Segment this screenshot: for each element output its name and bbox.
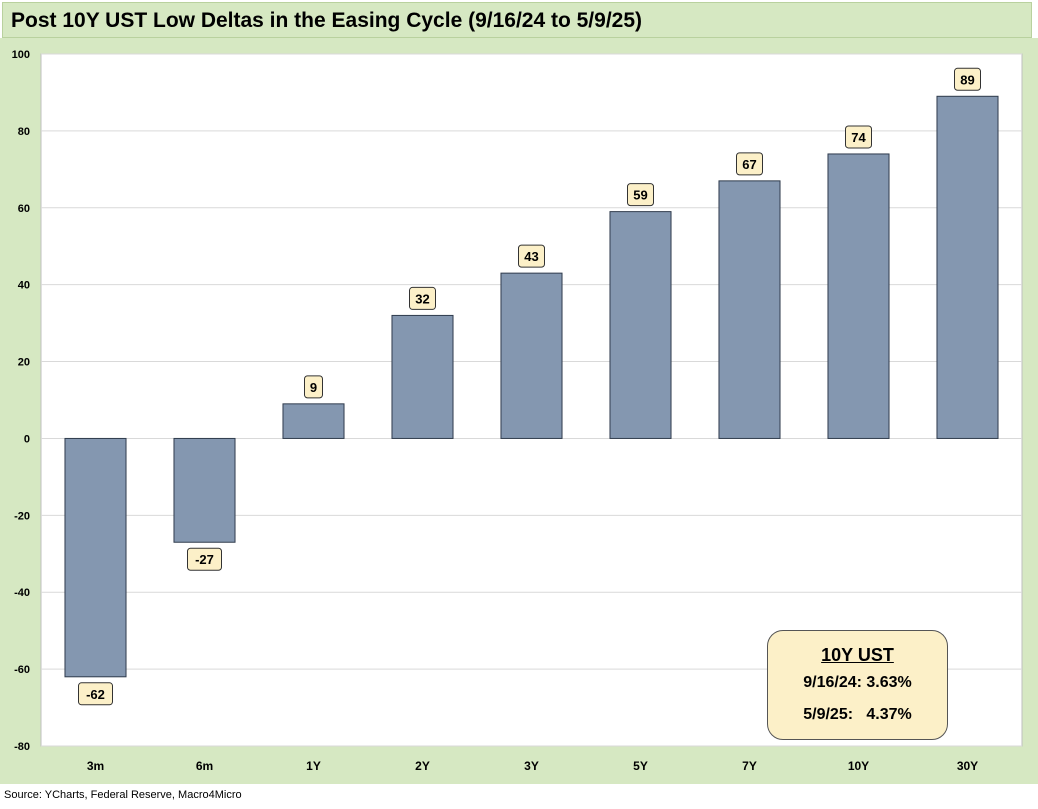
- data-label: 32: [415, 291, 429, 306]
- title-bar: Post 10Y UST Low Deltas in the Easing Cy…: [2, 2, 1032, 38]
- bar-30Y: [936, 95, 999, 439]
- info-box: 10Y UST 9/16/24: 3.63% 5/9/25: 4.37%: [767, 630, 948, 740]
- y-tick-label: -60: [14, 664, 30, 676]
- data-label: 67: [742, 157, 756, 172]
- data-label-box: [954, 67, 981, 91]
- x-tick-label: 6m: [196, 759, 213, 773]
- bar-5Y: [609, 211, 672, 439]
- x-tick-label: 5Y: [633, 759, 648, 773]
- y-tick-label: -40: [14, 587, 30, 599]
- y-tick-label: 20: [18, 357, 30, 369]
- y-tick-label: -20: [14, 510, 30, 522]
- data-label-box: [78, 682, 113, 706]
- data-label-box: [736, 152, 763, 176]
- bar-10Y: [827, 153, 890, 439]
- data-label-box: [627, 183, 654, 207]
- info-box-title: 10Y UST: [821, 645, 894, 665]
- bar-3m: [64, 437, 127, 678]
- x-tick-label: 3m: [87, 759, 104, 773]
- y-tick-label: -80: [14, 741, 30, 753]
- data-label-box: [518, 244, 545, 268]
- x-tick-label: 7Y: [742, 759, 757, 773]
- data-label: -62: [86, 687, 105, 702]
- data-label-box: [187, 547, 222, 571]
- chart-title: Post 10Y UST Low Deltas in the Easing Cy…: [11, 9, 643, 32]
- data-label-box: [304, 375, 323, 399]
- bar-2Y: [391, 314, 454, 439]
- info-box-row-start: 9/16/24: 3.63%: [803, 674, 912, 691]
- y-tick-label: 0: [24, 433, 30, 445]
- data-label: 59: [633, 188, 647, 203]
- x-tick-label: 3Y: [524, 759, 539, 773]
- y-tick-label: 100: [12, 49, 30, 61]
- data-label-box: [409, 286, 436, 310]
- source-note: Source: YCharts, Federal Reserve, Macro4…: [4, 789, 242, 801]
- data-label: 43: [524, 249, 538, 264]
- info-box-row-end: 5/9/25: 4.37%: [803, 706, 912, 723]
- x-tick-label: 1Y: [306, 759, 321, 773]
- x-tick-label: 2Y: [415, 759, 430, 773]
- data-label: 74: [851, 130, 866, 145]
- bar-3Y: [500, 272, 563, 439]
- y-tick-label: 60: [18, 203, 30, 215]
- y-tick-label: 40: [18, 280, 30, 292]
- bar-6m: [173, 437, 236, 543]
- bar-7Y: [718, 180, 781, 439]
- data-label: 9: [310, 380, 317, 395]
- bar-1Y: [282, 403, 345, 439]
- data-label-box: [845, 125, 872, 149]
- data-label: 89: [960, 72, 974, 87]
- data-label: -27: [195, 552, 214, 567]
- x-tick-label: 10Y: [848, 759, 869, 773]
- x-tick-label: 30Y: [957, 759, 978, 773]
- y-tick-label: 80: [18, 126, 30, 138]
